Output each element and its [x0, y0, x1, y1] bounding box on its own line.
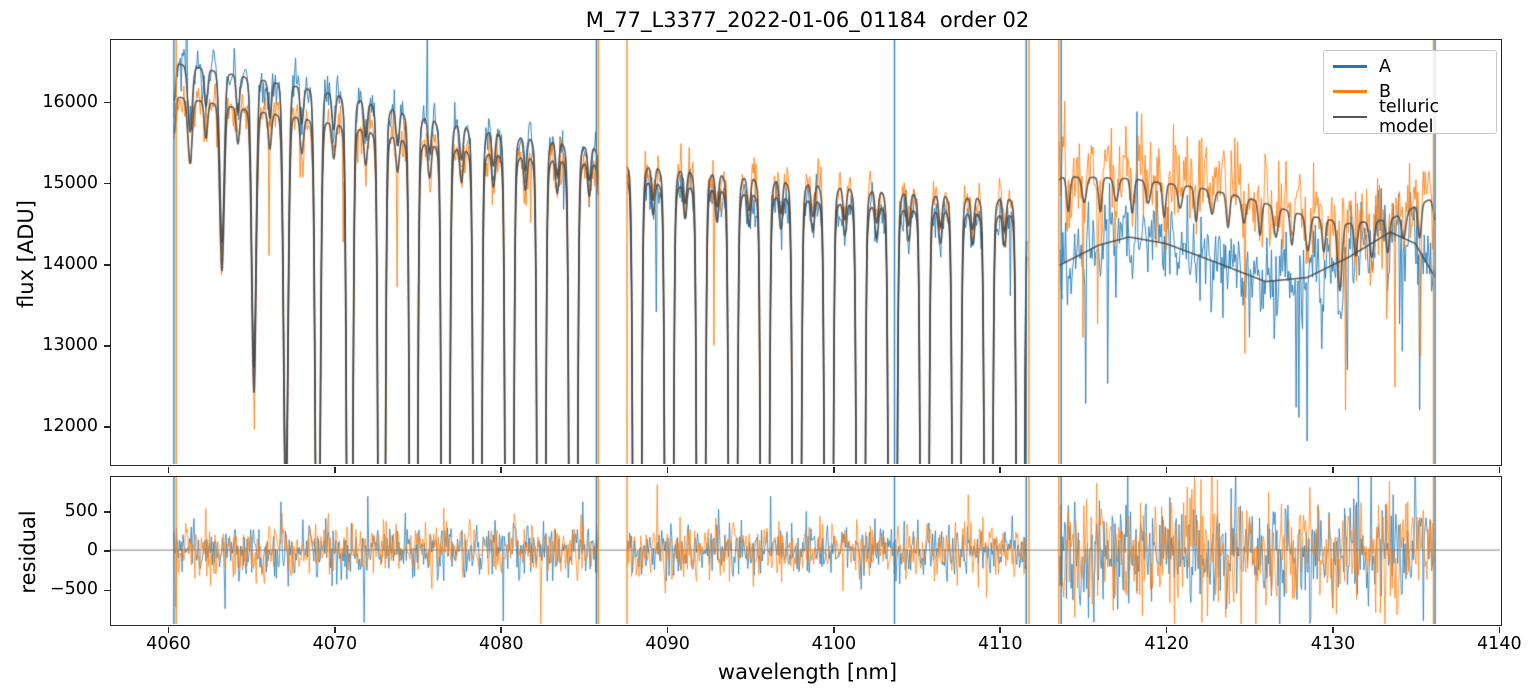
residual-plot-canvas: [111, 477, 1501, 625]
x-tick-label: 4110: [978, 634, 1023, 654]
x-tick-label: 4120: [1144, 634, 1189, 654]
flux-y-tick-label: 16000: [42, 91, 98, 112]
wavelength-axis-label: wavelength [nm]: [717, 660, 898, 684]
x-tick-label: 4090: [645, 634, 690, 654]
x-tick-label: 4070: [312, 634, 358, 654]
flux-panel: [110, 39, 1503, 467]
flux-x-tickmark: [999, 466, 1002, 474]
residual-x-tickmark: [1165, 626, 1168, 634]
flux-y-tick-label: 13000: [42, 334, 98, 355]
legend-swatch-model: [1333, 115, 1367, 119]
flux-x-tickmark: [1165, 466, 1168, 474]
legend-entry-model: telluric model: [1324, 97, 1496, 137]
flux-x-tickmark: [167, 466, 170, 474]
flux-y-tickmark: [103, 182, 111, 185]
x-tick-label: 4140: [1477, 634, 1522, 654]
x-tick-label: 4060: [146, 634, 191, 654]
residual-x-tickmark: [500, 626, 503, 634]
residual-panel: [110, 476, 1503, 627]
flux-x-tickmark: [500, 466, 503, 474]
legend-label-model: telluric model: [1379, 97, 1440, 137]
flux-x-tickmark: [833, 466, 835, 474]
residual-y-tick-label: −500: [49, 579, 98, 600]
flux-y-tickmark: [103, 263, 111, 266]
residual-x-tickmark: [666, 626, 669, 634]
x-tick-label: 4130: [1310, 634, 1356, 654]
flux-y-tickmark: [103, 426, 111, 428]
flux-y-tickmark: [103, 345, 111, 347]
residual-x-tickmark: [999, 626, 1002, 634]
flux-plot-canvas: [111, 40, 1501, 465]
legend-swatch-B: [1333, 90, 1367, 93]
residual-x-tickmark: [833, 626, 835, 634]
residual-y-tickmark: [103, 511, 111, 513]
flux-x-tickmark: [334, 466, 336, 474]
residual-y-tick-label: 500: [64, 500, 98, 521]
residual-y-tickmark: [103, 550, 111, 552]
residual-x-tickmark: [1332, 626, 1334, 634]
flux-x-tickmark: [1498, 466, 1501, 474]
flux-y-tick-label: 15000: [42, 172, 98, 193]
residual-y-tick-label: 0: [86, 540, 98, 561]
x-tick-label: 4100: [811, 634, 857, 654]
legend-label-B: B: [1379, 81, 1392, 102]
flux-y-tick-label: 12000: [42, 415, 98, 436]
flux-y-tickmark: [103, 101, 111, 104]
flux-x-tickmark: [666, 466, 669, 474]
legend-label-A: A: [1379, 56, 1391, 77]
legend-entry-A: A: [1324, 54, 1496, 79]
residual-x-tickmark: [167, 626, 170, 634]
residual-x-tickmark: [334, 626, 336, 634]
flux-x-tickmark: [1332, 466, 1334, 474]
legend-swatch-A: [1333, 65, 1367, 68]
x-tick-label: 4080: [478, 634, 524, 654]
flux-y-tick-label: 14000: [42, 253, 98, 274]
legend-entry-B: B: [1324, 79, 1496, 104]
residual-y-tickmark: [103, 589, 111, 592]
chart-title: M_77_L3377_2022-01-06_01184 order 02: [585, 8, 1030, 32]
residual-x-tickmark: [1498, 626, 1501, 634]
